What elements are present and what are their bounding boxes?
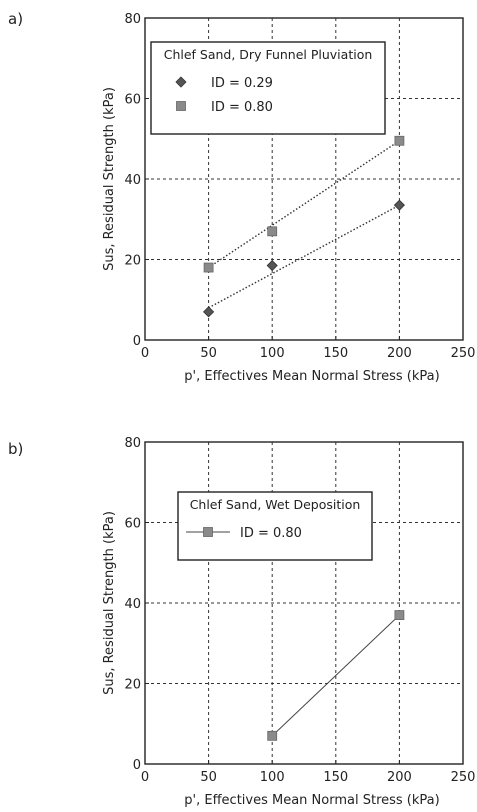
- chart-b-series-0-point: [267, 730, 278, 741]
- chart-b-series-0-line: [271, 614, 400, 737]
- chart-b-x-tick-label: 0: [141, 770, 149, 785]
- chart-a-legend-marker: [175, 76, 187, 88]
- chart-b-y-tick-label: 20: [124, 678, 141, 693]
- chart-a-legend-title: Chlef Sand, Dry Funnel Pluviation: [164, 47, 373, 62]
- chart-a-series-1-point: [203, 262, 214, 273]
- chart-a-y-tick-label: 80: [124, 12, 141, 27]
- chart-a: 0 50 100 150 200 250 0 20 40 60 80 p', Effectives M…: [102, 12, 476, 384]
- chart-a-series-1-point: [267, 226, 278, 237]
- panel-b-label: b): [8, 440, 24, 458]
- chart-a-y-tick-label: 0: [133, 334, 141, 349]
- chart-b-x-tick-label: 50: [200, 770, 217, 785]
- chart-b-legend-marker: [203, 527, 213, 537]
- chart-a-legend-box: [150, 41, 386, 135]
- chart-b-series-0-point: [394, 610, 405, 620]
- chart-a-y-tick-label: 60: [124, 93, 141, 108]
- chart-b-y-tick-label: 0: [133, 758, 141, 773]
- chart-b: 0 50 100 150 200 250 0 20 40 60 80 p', Effectives M…: [102, 436, 476, 808]
- chart-a-x-tick-label: 200: [387, 346, 412, 361]
- chart-a-legend-entry: ID = 0.80: [211, 100, 273, 115]
- chart-a-x-axis-label: p', Effectives Mean Normal Stress (kPa): [184, 369, 439, 384]
- chart-b-x-tick-label: 150: [323, 770, 348, 785]
- chart-a-series-1-trendline: [208, 140, 400, 269]
- chart-b-x-tick-label: 250: [451, 770, 476, 785]
- chart-b-y-tick-label: 80: [124, 436, 141, 451]
- chart-a-y-tick-label: 40: [124, 173, 141, 188]
- chart-b-x-axis-label: p', Effectives Mean Normal Stress (kPa): [184, 793, 439, 808]
- chart-b-legend-entry: ID = 0.80: [240, 526, 302, 541]
- chart-b-y-tick-label: 60: [124, 517, 141, 532]
- chart-b-legend-title: Chlef Sand, Wet Deposition: [190, 497, 361, 512]
- chart-b-y-axis-label: Sus, Residual Strength (kPa): [102, 511, 117, 695]
- chart-a-series-1-point: [394, 135, 405, 146]
- chart-a-series-0-point: [203, 306, 215, 318]
- chart-b-x-tick-label: 100: [260, 770, 285, 785]
- chart-a-x-tick-label: 250: [451, 346, 476, 361]
- chart-a-x-tick-label: 150: [323, 346, 348, 361]
- chart-a-x-tick-label: 0: [141, 346, 149, 361]
- chart-a-legend-entry: ID = 0.29: [211, 76, 273, 91]
- chart-a-x-tick-label: 50: [200, 346, 217, 361]
- chart-a-y-tick-label: 20: [124, 254, 141, 269]
- chart-b-legend-box: [177, 491, 373, 561]
- chart-a-legend-marker: [176, 101, 186, 111]
- chart-a-series-0-trendline: [208, 204, 400, 309]
- chart-b-x-tick-label: 200: [387, 770, 412, 785]
- chart-a-series-0-point: [393, 199, 405, 211]
- chart-b-y-tick-label: 40: [124, 597, 141, 612]
- chart-a-x-tick-label: 100: [260, 346, 285, 361]
- chart-a-y-axis-label: Sus, Residual Strength (kPa): [102, 87, 117, 271]
- panel-a-label: a): [8, 10, 24, 28]
- chart-a-series-0-point: [266, 259, 278, 272]
